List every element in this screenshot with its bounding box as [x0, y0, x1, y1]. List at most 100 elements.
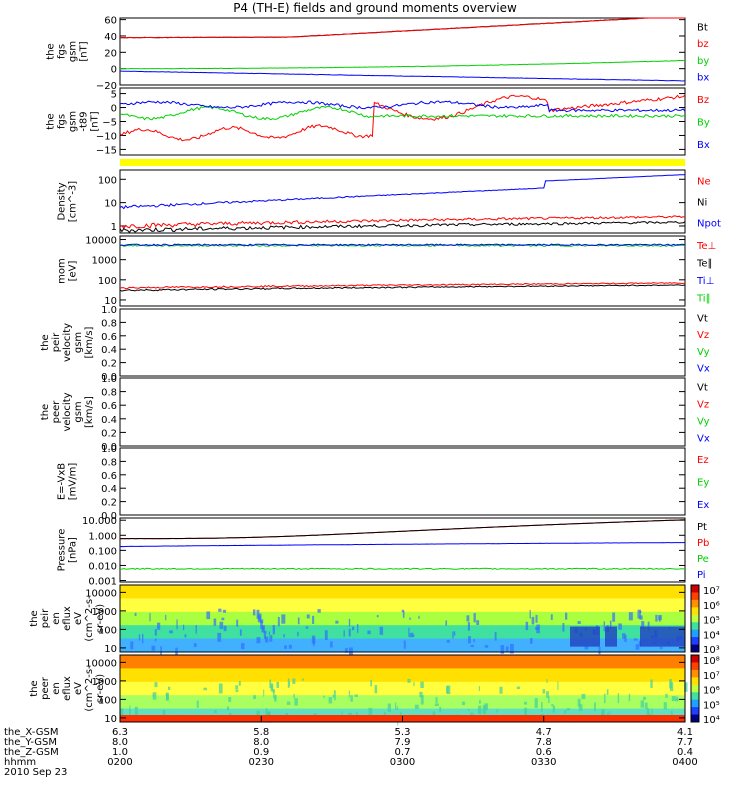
spectrogram-noise — [157, 622, 161, 630]
spectrogram-noise — [152, 692, 157, 700]
y-axis-label: gsm — [73, 332, 84, 353]
spectrogram-noise — [297, 631, 299, 637]
y-tick-label: 40 — [104, 32, 117, 43]
legend-entry: Te∥ — [696, 258, 713, 269]
panel-p10: 10⁸ 10⁷ 10⁶ 10⁵ 10⁴ 10000 1000 100 10 the peer en ef… — [29, 654, 720, 726]
x-row-value: 0330 — [531, 757, 556, 768]
x-row-label: hhmm — [4, 757, 36, 768]
colorbar-segment — [691, 607, 699, 616]
colorbar-segment — [691, 644, 699, 653]
spectrogram-noise — [283, 634, 285, 638]
x-row-value: 0.4 — [677, 747, 693, 758]
spectrogram-noise — [669, 682, 674, 692]
legend-entry: Ni — [697, 198, 707, 209]
legend-entry: Vt — [697, 383, 708, 394]
y-axis-label: [eV] — [68, 261, 79, 282]
spectrogram-noise — [351, 626, 355, 631]
spectrogram-noise — [265, 708, 268, 719]
spectrogram-noise — [400, 711, 402, 717]
spectrogram-noise — [195, 624, 197, 634]
spectrogram-noise — [273, 690, 275, 699]
spectrogram-noise — [165, 614, 167, 621]
x-row-value: 0200 — [107, 757, 132, 768]
spectrogram-noise — [263, 630, 267, 634]
spectrogram-noise — [651, 708, 653, 715]
y-axis-label: the — [46, 43, 57, 59]
spectrogram-noise — [142, 633, 144, 644]
spectrogram-noise — [374, 685, 378, 694]
spectrogram-band — [120, 625, 685, 640]
colorbar-frame — [690, 654, 700, 723]
spectrogram-noise — [120, 708, 124, 717]
y-axis-label: [nT] — [79, 41, 90, 61]
spectrogram-noise — [420, 695, 424, 705]
spectrogram-noise — [684, 682, 688, 692]
spectrogram-noise — [129, 709, 131, 717]
spectrogram-noise — [578, 704, 583, 712]
series-by — [120, 60, 686, 70]
legend-entry: Ne — [697, 177, 711, 188]
spectrogram-noise — [644, 702, 648, 709]
y-tick-label: −10 — [96, 131, 117, 142]
spectrogram-band — [120, 611, 685, 626]
legend-entry: Vy — [697, 347, 710, 358]
y-axis-label: [mV/m] — [68, 463, 79, 501]
spectrogram-noise — [184, 634, 187, 638]
y-axis-label: eV — [73, 612, 84, 625]
legend-entry: Ex — [697, 500, 709, 511]
spectrogram-noise — [226, 706, 230, 711]
spectrogram-noise — [479, 700, 481, 704]
panel-p8: 10.000 1.000 0.100 0.010 0.001 Pressure [nPa] P… — [57, 516, 710, 587]
spectrogram-noise — [577, 621, 581, 624]
x-row-value: 7.8 — [536, 737, 552, 748]
spectrogram-noise — [647, 621, 650, 631]
spectrogram-noise — [203, 687, 207, 691]
y-axis-label: velocity — [62, 392, 73, 431]
y-tick-label: 1000 — [92, 607, 117, 618]
y-tick-label: 0.0 — [101, 372, 117, 383]
spectrogram-noise — [138, 634, 141, 641]
y-tick-label: 60 — [104, 16, 117, 27]
spectrogram-noise — [478, 686, 481, 691]
spectrogram-noise — [332, 694, 335, 698]
x-row-label: the_Y-GSM — [4, 737, 57, 748]
spectrogram-noise — [671, 696, 676, 702]
spectrogram-noise — [263, 632, 267, 640]
spectrogram-noise — [256, 637, 261, 644]
y-tick-label: 0 — [111, 65, 117, 76]
spectrogram-noise — [356, 623, 359, 633]
y-tick-label: 100 — [98, 276, 117, 287]
series-Pe — [119, 567, 686, 570]
spectrogram-noise — [256, 710, 260, 716]
legend-entry: Pi — [697, 570, 706, 581]
colorbar-segment — [691, 677, 699, 686]
spectrogram-patch — [605, 626, 617, 647]
x-row-value: 4.1 — [677, 727, 693, 738]
panel-frame — [119, 517, 686, 583]
spectrogram-noise — [268, 631, 270, 635]
y-axis-label: [cm^-3] — [68, 181, 79, 222]
spectrogram-noise — [663, 702, 667, 710]
spectrogram-noise — [368, 707, 373, 718]
spectrogram-noise — [396, 706, 399, 710]
spectrogram-noise — [418, 615, 420, 619]
y-axis-label: eflux — [62, 676, 73, 701]
panel-frame — [119, 308, 686, 377]
y-tick-label: 0.001 — [88, 577, 117, 588]
spectrogram-patch — [640, 626, 685, 647]
colorbar-tick-label: 10⁶ — [703, 601, 720, 612]
y-axis-label: fgs — [57, 114, 68, 129]
spectrogram-noise — [525, 621, 529, 631]
spectrogram-noise — [130, 641, 134, 650]
y-axis-label: the — [40, 404, 51, 420]
spectrogram-noise — [160, 646, 162, 655]
panel-frame — [119, 235, 686, 307]
spectrogram-noise — [435, 697, 438, 703]
colorbar-segment — [691, 614, 699, 623]
y-tick-label: 0.8 — [101, 318, 117, 329]
y-tick-label: 10000 — [85, 236, 117, 247]
spectrogram-noise — [665, 693, 668, 698]
legend-entry: Vz — [697, 400, 709, 411]
spectrogram-noise — [675, 697, 679, 702]
spectrogram-noise — [317, 609, 321, 613]
